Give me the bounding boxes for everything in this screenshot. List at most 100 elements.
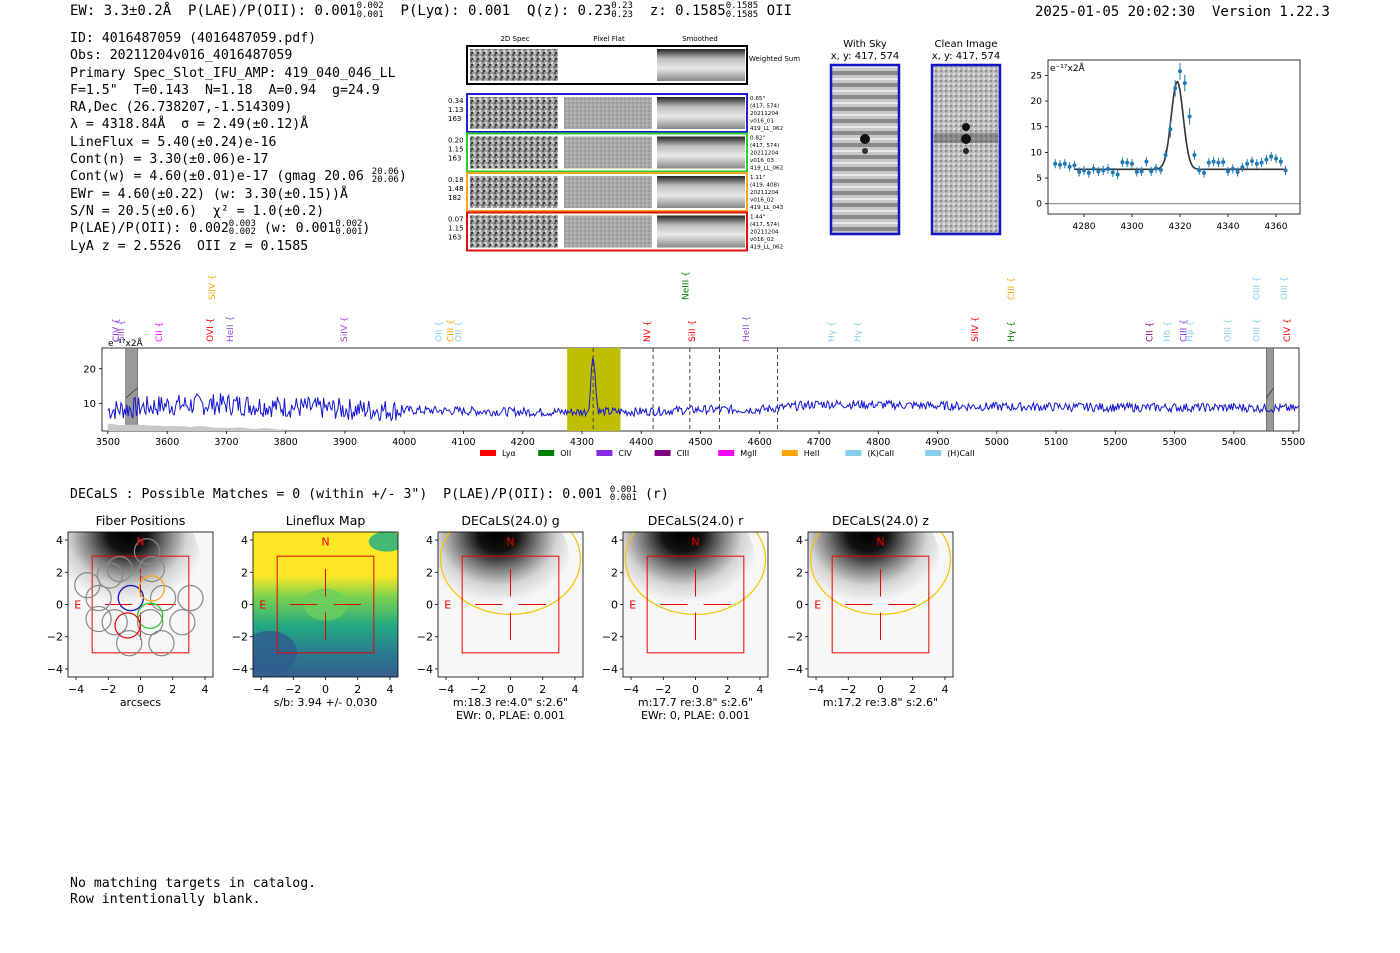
emission-line-label: OIII { xyxy=(1252,276,1262,300)
legend-swatch xyxy=(925,450,941,456)
panel-ytick-label: 2 xyxy=(611,566,618,579)
legend-item: (K)CaII xyxy=(845,449,894,458)
panel-caption-2: EWr: 0, PLAE: 0.001 xyxy=(456,709,565,722)
imaging-panel: DECaLS(24.0) zNE−4−4−2−2002244m:17.2 re:… xyxy=(787,497,953,709)
cutout-left-label: 163 xyxy=(448,115,461,123)
zoom-ytick-label: 15 xyxy=(1031,123,1042,133)
cutout-right-label: (419, 408) xyxy=(750,183,779,189)
emission-line-text: CIV { xyxy=(1283,318,1293,342)
emission-line-label: CIII { xyxy=(1007,277,1017,300)
north-label: N xyxy=(321,536,329,549)
detection-info: ID: 4016487059 (4016487059.pdf) Obs: 202… xyxy=(70,30,407,255)
spec-xtick-label: 5000 xyxy=(985,437,1009,448)
legend-item: HeII xyxy=(782,449,820,458)
emission-line-text: Hγ { xyxy=(827,321,837,342)
clean-image-xy: x, y: 417, 574 xyxy=(932,51,1001,62)
zoom-point xyxy=(1144,160,1148,164)
emission-line-label: OIII { xyxy=(1280,276,1290,300)
cutout-smoothed xyxy=(657,176,745,208)
panel-caption: s/b: 3.94 +/- 0.030 xyxy=(274,696,378,709)
zoom-point xyxy=(1159,168,1163,172)
weighted-smoothed xyxy=(657,49,745,81)
panel-xtick-label: 0 xyxy=(507,683,514,696)
zoom-point xyxy=(1154,166,1158,170)
cutout-right-label: (417, 574) xyxy=(750,222,779,228)
legend-swatch xyxy=(480,450,496,456)
info-sn: S/N = 20.5(±0.6) χ² = 1.0(±0.2) xyxy=(70,203,407,220)
emission-line-label: OIII { xyxy=(1223,318,1233,342)
panel-xtick-label: 2 xyxy=(724,683,731,696)
zoom-point xyxy=(1183,81,1187,85)
spec-xtick-label: 4000 xyxy=(392,437,416,448)
cutout-right-label: 419_LL_062 xyxy=(750,245,783,251)
panel-xtick-label: 0 xyxy=(137,683,144,696)
panel-ytick-label: 4 xyxy=(796,534,803,547)
zoom-xtick-label: 4340 xyxy=(1217,222,1240,232)
east-label: E xyxy=(259,599,266,612)
panel-ytick-label: −2 xyxy=(47,631,63,644)
zoom-xtick-label: 4280 xyxy=(1073,222,1096,232)
zoom-point xyxy=(1202,171,1206,175)
emission-line-label: OII { xyxy=(455,321,465,342)
with-sky-title: With Sky xyxy=(843,39,887,50)
emission-line-text: Hγ { xyxy=(854,321,864,342)
zoom-point xyxy=(1058,163,1062,167)
zoom-ylabel: e⁻¹⁷x2Å xyxy=(1050,62,1086,74)
emission-line-text: SiIV { xyxy=(971,316,981,342)
zoom-point xyxy=(1164,153,1168,157)
panel-ytick-label: 4 xyxy=(611,534,618,547)
zoom-point xyxy=(1279,160,1283,164)
panel-ytick-label: 0 xyxy=(796,599,803,612)
zoom-point xyxy=(1063,162,1067,166)
emission-line-text: OVI { xyxy=(206,318,216,342)
zoom-point xyxy=(1264,158,1268,162)
panel-caption: m:17.2 re:3.8" s:2.6" xyxy=(823,696,938,709)
emission-line-text: OIII { xyxy=(1252,318,1262,342)
cutout-pixelflat xyxy=(564,176,652,208)
zoom-ytick-label: 10 xyxy=(1031,148,1043,158)
panel-ytick-label: 4 xyxy=(56,534,63,547)
legend-item: CIV xyxy=(596,449,632,458)
decals-summary: DECaLS : Possible Matches = 0 (within +/… xyxy=(70,486,669,502)
cutout-pixelflat xyxy=(564,216,652,248)
cutout-smoothed xyxy=(657,216,745,248)
panel-ytick-label: −4 xyxy=(232,663,248,676)
emission-line-label: SiIV { xyxy=(971,316,981,342)
cutout-row: 0.071.151631.44"(417, 574)20211204v016_0… xyxy=(448,213,783,251)
spec-xtick-label: 3800 xyxy=(274,437,298,448)
emission-line-label: HeII { xyxy=(226,316,236,342)
spec-plot-area xyxy=(102,348,1299,431)
zoom-point xyxy=(1226,169,1230,173)
weighted-sum-label: Weighted Sum xyxy=(749,55,800,63)
info-contw: Cont(w) = 4.60(±0.01)e-17 (gmag 20.06 20… xyxy=(70,168,407,185)
north-label: N xyxy=(506,536,514,549)
spec-yticks: 1020 xyxy=(83,364,102,410)
legend-item: MgII xyxy=(718,449,757,458)
zoom-point xyxy=(1130,162,1134,166)
panel-xtick-label: 4 xyxy=(941,683,948,696)
spec-xtick-label: 4900 xyxy=(925,437,949,448)
zoom-point xyxy=(1140,169,1144,173)
spec-xtick-label: 4500 xyxy=(688,437,712,448)
emission-line-text: CII { xyxy=(155,322,165,342)
emission-line-label: Hβ { xyxy=(1185,321,1195,342)
emission-line-text: CIII { xyxy=(1007,277,1017,300)
cutout-rows: 0.341.131630.65"(417, 574)20211204v016_0… xyxy=(448,94,784,251)
info-lineflux: LineFlux = 5.40(±0.24)e-16 xyxy=(70,134,407,151)
emission-line-labels: CIV {SiII {CII {OVI {SiIV {HeII {SiIV {O… xyxy=(112,271,1293,342)
spec-legend: Lyα OII CIV CIII MgII HeII (K)CaII (H)CaII xyxy=(480,449,975,458)
emission-line-text: NV { xyxy=(643,321,653,342)
panel-ytick-label: 2 xyxy=(796,566,803,579)
panel-xtick-label: −2 xyxy=(840,683,856,696)
emission-line-label: OIII { xyxy=(1252,318,1262,342)
legend-swatch xyxy=(596,450,612,456)
legend-swatch xyxy=(782,450,798,456)
zoom-point xyxy=(1255,162,1259,166)
zoom-ytick-label: 25 xyxy=(1031,71,1042,81)
panel-title: DECaLS(24.0) g xyxy=(461,513,559,528)
zoom-point xyxy=(1125,161,1129,165)
east-label: E xyxy=(629,599,636,612)
info-contn: Cont(n) = 3.30(±0.06)e-17 xyxy=(70,151,407,168)
cutout-right-label: (417, 574) xyxy=(750,143,779,149)
with-sky-xy: x, y: 417, 574 xyxy=(831,51,900,62)
